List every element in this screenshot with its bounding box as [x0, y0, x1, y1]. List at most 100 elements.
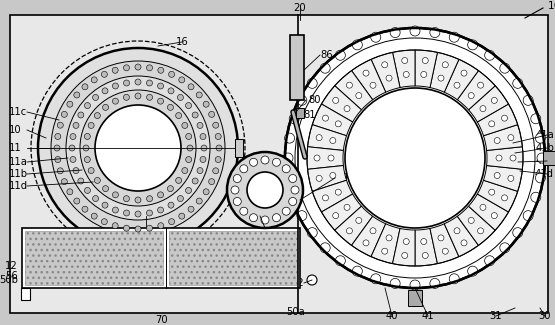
Text: 11b: 11b	[9, 169, 28, 179]
Circle shape	[468, 266, 478, 276]
Circle shape	[335, 256, 345, 266]
Text: 100: 100	[548, 1, 555, 11]
Circle shape	[283, 153, 293, 163]
Circle shape	[112, 223, 118, 229]
Circle shape	[213, 168, 219, 174]
Circle shape	[80, 90, 196, 206]
Circle shape	[307, 275, 317, 285]
Circle shape	[352, 40, 362, 50]
Wedge shape	[371, 224, 400, 264]
Circle shape	[158, 192, 164, 198]
Circle shape	[147, 196, 153, 202]
Circle shape	[403, 239, 409, 244]
Circle shape	[94, 177, 100, 183]
Wedge shape	[468, 194, 508, 230]
Text: 16: 16	[175, 37, 188, 47]
Circle shape	[513, 78, 523, 88]
Circle shape	[102, 202, 108, 208]
Circle shape	[442, 62, 448, 68]
Circle shape	[468, 93, 474, 98]
Text: 41: 41	[422, 311, 435, 321]
Circle shape	[335, 50, 345, 60]
Circle shape	[168, 88, 174, 94]
Wedge shape	[321, 194, 361, 230]
Circle shape	[531, 114, 541, 124]
Circle shape	[216, 145, 222, 151]
Circle shape	[438, 75, 444, 81]
Circle shape	[523, 95, 533, 105]
Circle shape	[346, 228, 352, 234]
Circle shape	[82, 84, 88, 90]
Circle shape	[83, 145, 89, 151]
Circle shape	[289, 198, 297, 205]
Circle shape	[188, 206, 194, 212]
Circle shape	[66, 76, 210, 220]
Circle shape	[113, 98, 118, 104]
Circle shape	[438, 235, 444, 241]
Circle shape	[289, 192, 299, 202]
Wedge shape	[483, 124, 522, 150]
Circle shape	[345, 88, 485, 228]
Circle shape	[197, 168, 203, 174]
Circle shape	[186, 157, 191, 162]
Circle shape	[95, 105, 181, 191]
Circle shape	[307, 78, 317, 88]
Circle shape	[168, 186, 173, 192]
Circle shape	[508, 176, 514, 181]
Wedge shape	[430, 52, 459, 92]
Text: 41d: 41d	[535, 169, 554, 179]
Text: 20: 20	[294, 3, 306, 13]
Circle shape	[494, 173, 500, 178]
Circle shape	[200, 134, 206, 139]
Wedge shape	[430, 224, 459, 264]
Circle shape	[185, 188, 191, 193]
Wedge shape	[477, 104, 518, 136]
Circle shape	[158, 67, 164, 73]
Circle shape	[461, 70, 467, 76]
Circle shape	[175, 112, 181, 119]
Circle shape	[196, 198, 202, 204]
Circle shape	[135, 211, 141, 217]
Wedge shape	[457, 206, 495, 245]
Wedge shape	[335, 71, 372, 110]
Circle shape	[454, 228, 460, 234]
Circle shape	[67, 189, 73, 195]
Wedge shape	[307, 124, 346, 150]
Text: 80: 80	[308, 95, 320, 105]
Circle shape	[316, 135, 322, 141]
Wedge shape	[351, 216, 386, 257]
Circle shape	[61, 179, 67, 185]
Circle shape	[489, 121, 495, 127]
Circle shape	[322, 195, 329, 201]
Circle shape	[182, 123, 188, 128]
Circle shape	[250, 158, 258, 166]
Wedge shape	[351, 59, 386, 100]
Circle shape	[84, 103, 90, 109]
Circle shape	[513, 227, 523, 238]
Circle shape	[430, 28, 440, 38]
Wedge shape	[321, 86, 361, 122]
Circle shape	[203, 189, 209, 195]
Circle shape	[508, 135, 514, 141]
Circle shape	[330, 173, 336, 178]
Circle shape	[322, 115, 329, 121]
Circle shape	[403, 72, 409, 77]
Text: 40: 40	[386, 311, 398, 321]
Circle shape	[78, 178, 84, 184]
Circle shape	[335, 189, 341, 195]
Bar	[21, 288, 30, 300]
Circle shape	[410, 26, 420, 36]
Circle shape	[477, 82, 483, 88]
Circle shape	[297, 211, 307, 221]
Circle shape	[496, 155, 502, 161]
Text: 50a: 50a	[286, 307, 305, 317]
Circle shape	[363, 70, 369, 76]
Circle shape	[523, 211, 533, 221]
Circle shape	[297, 95, 307, 105]
Circle shape	[454, 82, 460, 88]
Circle shape	[55, 157, 61, 162]
Circle shape	[370, 82, 376, 88]
Text: 30: 30	[539, 311, 551, 321]
Circle shape	[158, 83, 164, 89]
Bar	[296, 108, 304, 118]
